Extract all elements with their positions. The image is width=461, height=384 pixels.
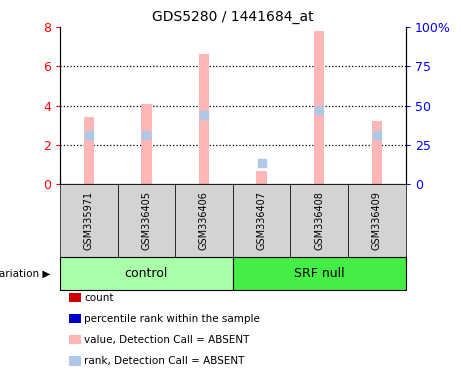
Point (315, 106, 323, 113)
Bar (314, 31, 325, 184)
Text: genotype/variation ▶: genotype/variation ▶ (0, 268, 51, 279)
Text: GSM335971: GSM335971 (84, 191, 94, 250)
Point (373, 132, 381, 138)
Point (258, 160, 266, 166)
Text: GSM336405: GSM336405 (142, 191, 151, 250)
Point (85, 132, 92, 138)
Text: SRF null: SRF null (294, 267, 344, 280)
Bar (256, 170, 267, 184)
Point (200, 113, 207, 119)
Title: GDS5280 / 1441684_at: GDS5280 / 1441684_at (152, 10, 313, 25)
Text: GSM336409: GSM336409 (372, 191, 382, 250)
Text: count: count (84, 293, 114, 303)
Text: rank, Detection Call = ABSENT: rank, Detection Call = ABSENT (84, 356, 245, 366)
Text: GSM336408: GSM336408 (314, 191, 324, 250)
Text: percentile rank within the sample: percentile rank within the sample (84, 314, 260, 324)
Bar (141, 104, 152, 184)
Text: control: control (124, 267, 168, 280)
Bar (372, 121, 382, 184)
Bar (83, 118, 94, 184)
Point (142, 132, 150, 138)
Text: GSM336407: GSM336407 (257, 191, 266, 250)
Text: value, Detection Call = ABSENT: value, Detection Call = ABSENT (84, 335, 250, 345)
Bar (199, 55, 209, 184)
Text: GSM336406: GSM336406 (199, 191, 209, 250)
